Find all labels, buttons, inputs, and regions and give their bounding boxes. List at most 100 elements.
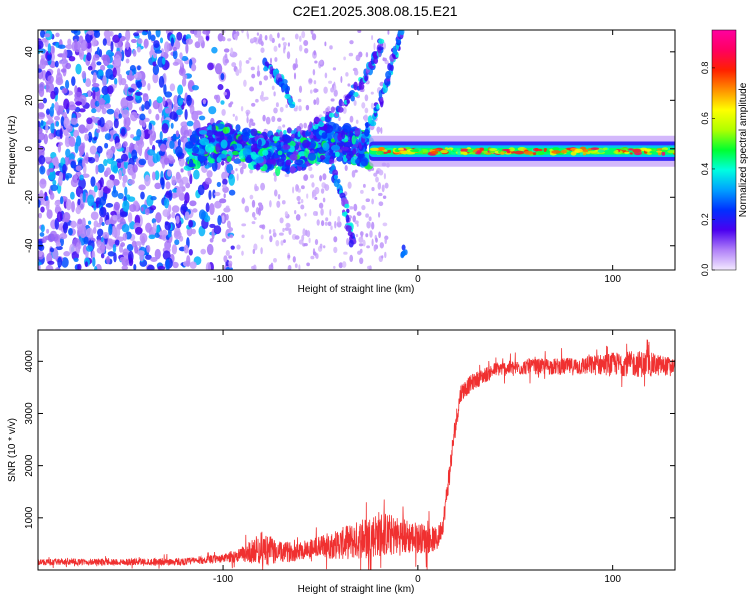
faint-speckle (261, 224, 266, 230)
main-band-hotspot (369, 147, 380, 151)
noise-blob (100, 253, 105, 259)
turbulent-blob (284, 167, 290, 172)
main-band-hotspot (378, 146, 385, 151)
noise-blob (197, 35, 204, 44)
faint-speckle (273, 257, 277, 263)
noise-blob (139, 232, 148, 244)
faint-speckle (338, 262, 343, 269)
noise-blob (106, 108, 115, 115)
noise-blob (40, 120, 44, 126)
noise-blob (113, 201, 121, 211)
faint-speckle (264, 34, 268, 41)
faint-speckle (320, 220, 325, 227)
track-upper-track (364, 128, 370, 137)
faint-speckle (285, 104, 288, 109)
faint-speckle (238, 60, 242, 68)
main-band-hotspot (467, 148, 474, 153)
noise-blob (88, 157, 96, 164)
faint-speckle (384, 251, 387, 259)
noise-blob (154, 182, 162, 190)
noise-blob (151, 218, 157, 224)
turbulent-blob (271, 146, 278, 151)
faint-speckle (254, 185, 259, 192)
noise-blob (124, 116, 131, 127)
noise-blob (39, 178, 47, 189)
noise-blob (217, 215, 222, 226)
noise-blob (169, 111, 178, 120)
noise-blob (122, 181, 126, 188)
spec-xtick-label: -100 (213, 274, 233, 285)
turbulent-blob (289, 165, 296, 174)
faint-speckle (313, 99, 317, 105)
main-band-hotspot (514, 150, 525, 155)
faint-speckle (356, 223, 359, 227)
faint-speckle (295, 214, 301, 221)
noise-blob (114, 111, 119, 118)
noise-blob (79, 145, 85, 156)
turbulent-blob (192, 146, 200, 154)
spectrogram-frame (37, 29, 676, 271)
noise-blob (178, 156, 185, 167)
track-upper-track (389, 64, 394, 71)
faint-speckle (248, 121, 252, 128)
noise-blob (99, 177, 104, 188)
track-mid-track (350, 95, 355, 102)
noise-blob (105, 167, 112, 176)
faint-speckle (226, 220, 231, 229)
noise-blob (206, 243, 214, 256)
noise-blob (84, 133, 89, 142)
faint-speckle (239, 66, 242, 74)
spec-xtick-label: 100 (604, 274, 621, 285)
noise-blob (71, 30, 78, 34)
noise-blob (40, 48, 46, 54)
faint-speckle (268, 264, 274, 270)
faint-speckle (223, 255, 228, 263)
noise-blob (91, 37, 98, 47)
main-band-hotspot (667, 149, 675, 154)
faint-speckle (304, 212, 307, 217)
noise-blob (130, 111, 138, 122)
noise-blob (47, 43, 52, 54)
faint-speckle (355, 54, 361, 62)
noise-blob (50, 184, 59, 192)
noise-blob (42, 236, 47, 243)
noise-blob (93, 220, 99, 228)
faint-speckle (251, 265, 256, 270)
turbulent-blob (255, 156, 264, 164)
noise-blob (211, 46, 218, 54)
noise-blob (43, 156, 52, 162)
noise-blob (121, 127, 126, 137)
noise-blob (92, 226, 97, 234)
noise-blob (147, 82, 151, 91)
noise-blob (152, 72, 159, 84)
noise-blob (169, 140, 175, 150)
faint-speckle (320, 208, 324, 216)
noise-blob (99, 117, 105, 128)
noise-blob (149, 133, 153, 146)
track-spot (400, 252, 405, 259)
track-lower-track (345, 214, 350, 223)
noise-blob (49, 247, 55, 253)
noise-blob (93, 185, 98, 193)
noise-blob (186, 255, 191, 267)
noise-blob (122, 167, 126, 175)
faint-speckle (308, 237, 311, 244)
noise-blob (200, 248, 206, 255)
noise-blob (132, 49, 137, 57)
noise-blob (144, 100, 150, 110)
noise-blob (133, 264, 137, 270)
snr-series-line (38, 339, 675, 570)
faint-speckle (355, 119, 359, 124)
noise-blob (149, 51, 153, 56)
noise-blob (38, 102, 45, 110)
noise-blob (97, 163, 105, 174)
noise-blob (45, 82, 49, 93)
faint-speckle (231, 62, 237, 68)
noise-blob (176, 109, 183, 116)
faint-speckle (380, 127, 383, 134)
noise-blob (90, 176, 96, 187)
noise-blob (112, 67, 117, 78)
noise-blob (108, 223, 113, 236)
faint-speckle (314, 186, 320, 195)
noise-blob (115, 142, 122, 150)
